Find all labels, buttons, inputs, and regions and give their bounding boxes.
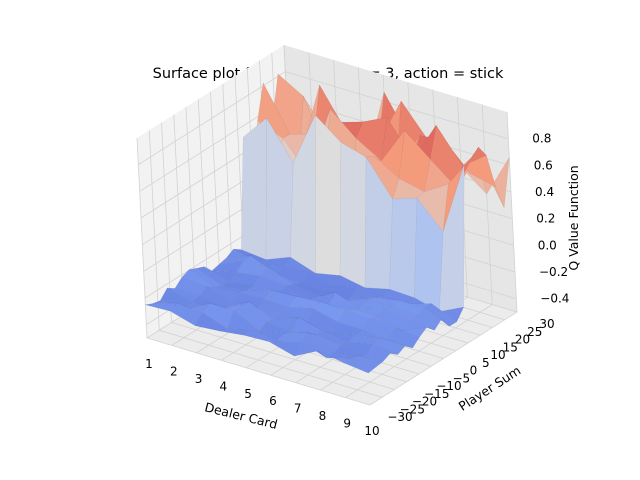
x-tick-label: 3 — [195, 372, 203, 386]
y-tick-label: −15 — [424, 387, 449, 401]
surface-facet — [339, 142, 367, 288]
surface-facet — [476, 152, 510, 209]
surface-facet — [365, 343, 398, 356]
gridline-y — [161, 122, 395, 390]
z-tick-label: −0.2 — [539, 265, 568, 279]
y-tick-label: −5 — [452, 371, 470, 385]
surface-facet — [241, 117, 267, 260]
z-tick-label: 0.8 — [532, 132, 551, 146]
y-tick-label: −10 — [436, 379, 461, 393]
surface — [145, 73, 510, 374]
x-axis-label: Dealer Card — [203, 399, 279, 432]
y-tick-label: 30 — [539, 317, 554, 331]
x-tick-label: 9 — [343, 417, 351, 431]
surface-facet — [343, 358, 377, 374]
y-tick-label: 10 — [490, 348, 505, 362]
y-tick-label: 5 — [482, 356, 490, 370]
gridline-y — [148, 130, 383, 398]
surface-facet — [416, 307, 450, 327]
x-tick-label: 8 — [319, 409, 327, 423]
z-tick-label: 0.4 — [535, 185, 554, 199]
x-tick-label: 10 — [364, 424, 379, 438]
y-tick-label: 0 — [470, 364, 478, 378]
surface-facet — [439, 164, 465, 312]
x-tick-label: 2 — [170, 364, 178, 378]
z-tick-label: 0.2 — [536, 212, 555, 226]
gridline-z — [138, 71, 509, 166]
surface-facet — [350, 356, 384, 368]
z-axis-label: Q Value Function — [566, 165, 581, 270]
y-tick-label: 20 — [515, 333, 530, 347]
x-tick-label: 4 — [219, 379, 227, 393]
x-tick-label: 5 — [244, 387, 252, 401]
y-tick-label: 25 — [527, 325, 542, 339]
axis-ticks: 12345678910−30−25−20−15−10−5051015202530… — [145, 132, 569, 438]
z-tick-label: 0.6 — [534, 158, 553, 172]
z-tick-label: −0.4 — [540, 292, 569, 306]
surface-facet — [442, 157, 472, 232]
x-tick-label: 7 — [294, 402, 302, 416]
y-tick-label: 15 — [503, 340, 518, 354]
surface-facet — [315, 114, 342, 276]
surface-facet — [389, 197, 418, 298]
y-axis-label: Player Sum — [456, 363, 524, 414]
surface-facet — [402, 320, 435, 332]
y-tick-label: −25 — [400, 402, 425, 416]
surface-facet — [387, 327, 420, 349]
x-tick-label: 6 — [269, 394, 277, 408]
surface-facet — [409, 315, 442, 331]
z-tick-label: 0.0 — [538, 238, 557, 252]
x-tick-label: 1 — [145, 357, 153, 371]
y-tick-label: −20 — [412, 395, 437, 409]
gridline-y — [136, 137, 371, 406]
y-tick-label: −30 — [387, 410, 412, 424]
